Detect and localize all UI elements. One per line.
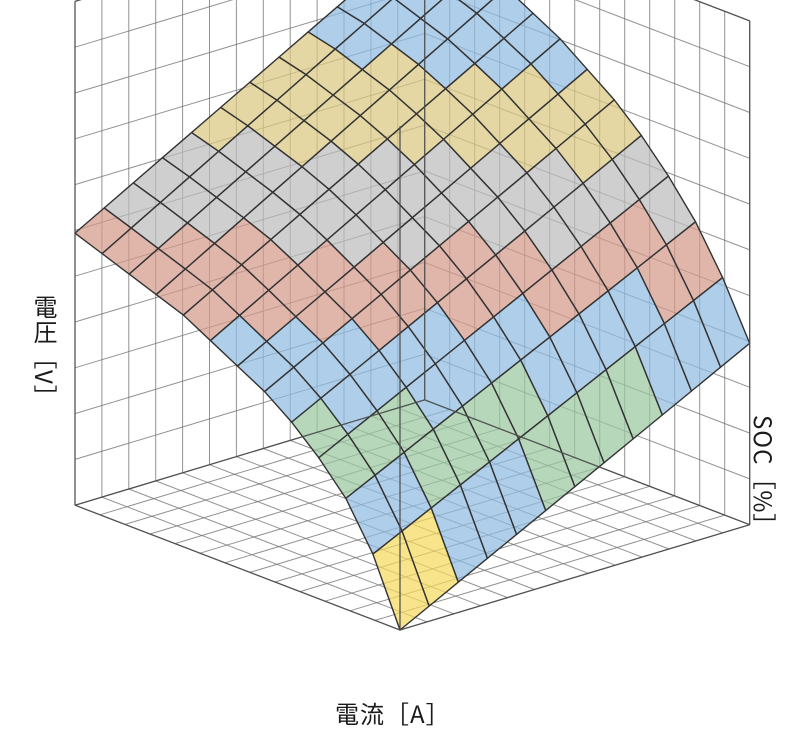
y-axis-label: SOC［%］ [747,415,782,539]
surface-3d-chart [0,0,800,756]
x-axis-label: 電流［A］ [335,695,451,730]
z-axis-label: 電圧［V］ [28,295,63,410]
